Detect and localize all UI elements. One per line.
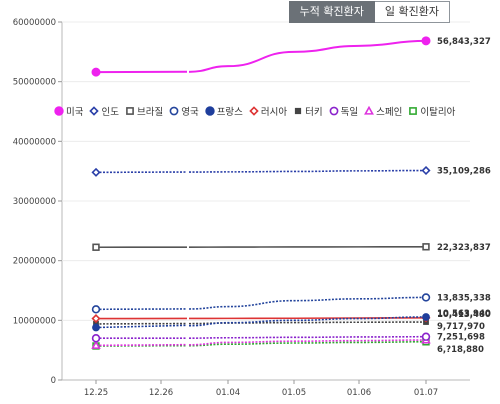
series-line-segment	[95, 343, 188, 347]
legend-label: 영국	[181, 107, 199, 118]
legend-marker	[204, 106, 215, 116]
legend-item[interactable]: 터키	[293, 104, 323, 118]
series-line	[188, 317, 427, 320]
legend-item[interactable]: 프랑스	[204, 104, 243, 118]
legend-marker-icon	[126, 107, 134, 115]
tab-daily[interactable]: 일 확진환자	[374, 1, 450, 23]
series-line	[188, 296, 427, 310]
data-point	[92, 243, 100, 251]
series-line	[188, 341, 427, 347]
data-point	[92, 323, 100, 332]
x-tick-label: 12.25	[84, 388, 108, 398]
data-point	[91, 167, 101, 177]
data-point	[91, 340, 101, 349]
legend-label: 스페인	[376, 107, 403, 118]
series-8	[91, 334, 431, 349]
data-label: 9,717,970	[437, 322, 485, 332]
series-3	[91, 293, 431, 314]
legend-marker-icon	[89, 106, 100, 116]
series-line	[188, 316, 427, 327]
series-line-segment	[95, 324, 188, 329]
legend-marker-icon	[329, 106, 339, 116]
legend-marker	[409, 107, 418, 115]
legend-marker	[126, 107, 134, 115]
legend-marker	[329, 106, 339, 116]
legend-marker-icon	[295, 107, 302, 115]
data-point	[421, 36, 431, 46]
x-tick-label: 01.07	[414, 388, 438, 398]
x-tick-label: 12.26	[149, 388, 173, 398]
legend-marker-icon	[364, 106, 375, 115]
legend-label: 미국	[66, 107, 84, 118]
legend-label: 터키	[305, 107, 323, 118]
y-tick-label: 10000000	[13, 316, 56, 326]
y-tick-label: 60000000	[13, 18, 56, 28]
legend-label: 러시아	[260, 107, 288, 118]
legend-marker	[54, 106, 64, 116]
data-point	[421, 332, 431, 341]
legend-marker	[295, 107, 302, 115]
legend-marker-icon	[169, 106, 179, 116]
legend-label: 이탈리아	[420, 107, 456, 118]
data-point	[91, 305, 101, 314]
data-label: 13,835,338	[437, 293, 491, 303]
legend-item[interactable]: 독일	[329, 104, 358, 118]
data-point	[422, 313, 430, 321]
data-label: 35,109,286	[437, 167, 491, 177]
data-point	[421, 293, 431, 302]
legend-item[interactable]: 미국	[54, 104, 83, 118]
series-0	[91, 36, 431, 77]
tab-cumulative[interactable]: 누적 확진환자	[288, 1, 375, 23]
legend-item[interactable]: 스페인	[364, 104, 402, 118]
data-point	[421, 165, 431, 176]
x-tick-label: 01.04	[216, 388, 240, 398]
legend-marker	[169, 106, 179, 116]
tab-bar: 누적 확진환자 일 확진환자	[288, 1, 450, 23]
series-line	[188, 39, 427, 73]
series-1	[91, 165, 431, 177]
x-tick-label: 01.06	[347, 388, 371, 398]
data-point	[91, 334, 101, 343]
y-tick-label: 40000000	[13, 137, 56, 147]
data-label: 22,323,837	[437, 243, 491, 253]
legend-label: 인도	[101, 107, 119, 118]
legend-marker-icon	[409, 107, 418, 115]
legend-item[interactable]: 이탈리아	[408, 104, 455, 118]
series-line	[188, 335, 427, 339]
y-tick-label: 0	[51, 376, 56, 386]
y-tick-label: 30000000	[13, 197, 56, 207]
series-line	[188, 339, 427, 346]
series-2	[92, 243, 430, 251]
legend-label: 브라질	[136, 107, 164, 118]
y-tick-label: 20000000	[13, 257, 56, 267]
legend-marker-icon	[249, 106, 259, 116]
legend-item[interactable]: 브라질	[125, 104, 163, 118]
data-point	[422, 243, 430, 251]
series-7	[91, 332, 431, 343]
legend-marker	[364, 106, 375, 115]
legend: 미국 인도 브라질 영국 프랑스 러시아 터키 독일 스페인 이탈리아	[54, 104, 455, 118]
x-tick-label: 01.05	[282, 388, 306, 398]
data-label: 7,251,698	[437, 333, 485, 343]
legend-label: 프랑스	[216, 107, 243, 118]
legend-item[interactable]: 인도	[89, 104, 119, 118]
legend-label: 독일	[340, 107, 359, 118]
data-label: 10,413,480	[437, 310, 491, 320]
legend-item[interactable]: 러시아	[249, 104, 287, 118]
legend-item[interactable]: 영국	[169, 104, 199, 118]
series-4	[92, 313, 430, 332]
data-label: 6,?18,880	[437, 345, 484, 355]
data-point	[91, 314, 101, 324]
legend-marker	[249, 106, 259, 116]
legend-marker	[89, 106, 100, 116]
series-line	[188, 169, 427, 173]
legend-marker-icon	[204, 106, 215, 116]
data-label: 56,843,327	[437, 37, 491, 47]
y-tick-label: 50000000	[13, 78, 56, 88]
data-label: 10,563,940	[437, 309, 491, 319]
data-point	[91, 67, 101, 77]
legend-marker-icon	[54, 106, 64, 116]
